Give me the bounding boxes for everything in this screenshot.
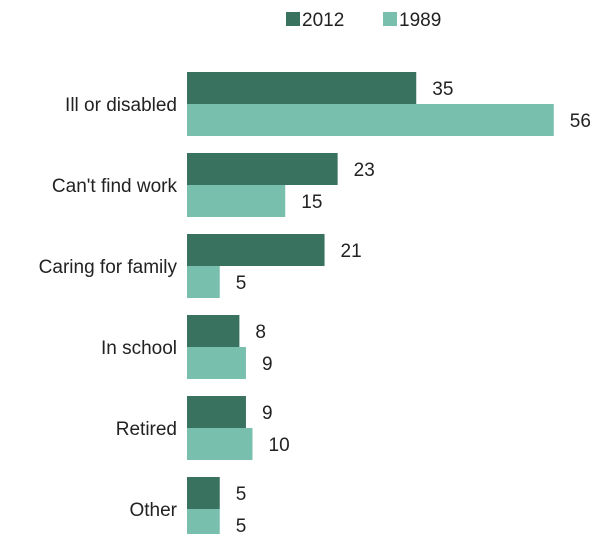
legend-swatch-1989: [383, 12, 397, 26]
data-label-2012-retired: 9: [262, 403, 273, 424]
data-label-2012-ill-or-disabled: 35: [432, 79, 453, 100]
bar-2012-caring-for-family: [187, 234, 325, 266]
category-label-caring-for-family: Caring for family: [39, 257, 178, 278]
data-label-1989-retired: 10: [269, 435, 290, 456]
bar-2012-ill-or-disabled: [187, 72, 417, 104]
category-label-ill-or-disabled: Ill or disabled: [65, 95, 177, 116]
data-label-2012-other: 5: [236, 484, 247, 505]
data-label-2012-in-school: 8: [255, 322, 266, 343]
data-label-1989-caring-for-family: 5: [236, 273, 247, 294]
category-label-retired: Retired: [116, 419, 177, 440]
bar-2012-can-t-find-work: [187, 153, 338, 185]
legend-label-2012: 2012: [302, 10, 344, 31]
data-label-1989-can-t-find-work: 15: [301, 192, 322, 213]
category-labels: Ill or disabled Can't find work Caring for…: [39, 95, 178, 521]
bar-1989-can-t-find-work: [187, 185, 286, 217]
data-label-2012-caring-for-family: 21: [341, 241, 362, 262]
bar-1989-in-school: [187, 347, 246, 379]
data-label-1989-in-school: 9: [262, 354, 273, 375]
category-label-can-t-find-work: Can't find work: [52, 176, 178, 197]
legend-swatch-2012: [286, 12, 300, 26]
legend-label-1989: 1989: [399, 10, 441, 31]
category-label-in-school: In school: [101, 338, 177, 359]
data-label-2012-can-t-find-work: 23: [354, 160, 375, 181]
legend: 2012 1989: [286, 10, 441, 31]
bars: [187, 72, 554, 539]
bar-2012-retired: [187, 396, 246, 428]
bar-1989-other: [187, 509, 220, 539]
bar-2012-other: [187, 477, 220, 509]
data-label-1989-ill-or-disabled: 56: [570, 111, 591, 132]
bar-2012-in-school: [187, 315, 240, 347]
category-label-other: Other: [129, 500, 177, 521]
bar-1989-ill-or-disabled: [187, 104, 554, 136]
bar-1989-caring-for-family: [187, 266, 220, 298]
data-label-1989-other: 5: [236, 516, 247, 534]
bar-1989-retired: [187, 428, 253, 460]
data-labels: 35 56 23 15 21 5 8 9 9 10 5 5: [236, 79, 591, 537]
